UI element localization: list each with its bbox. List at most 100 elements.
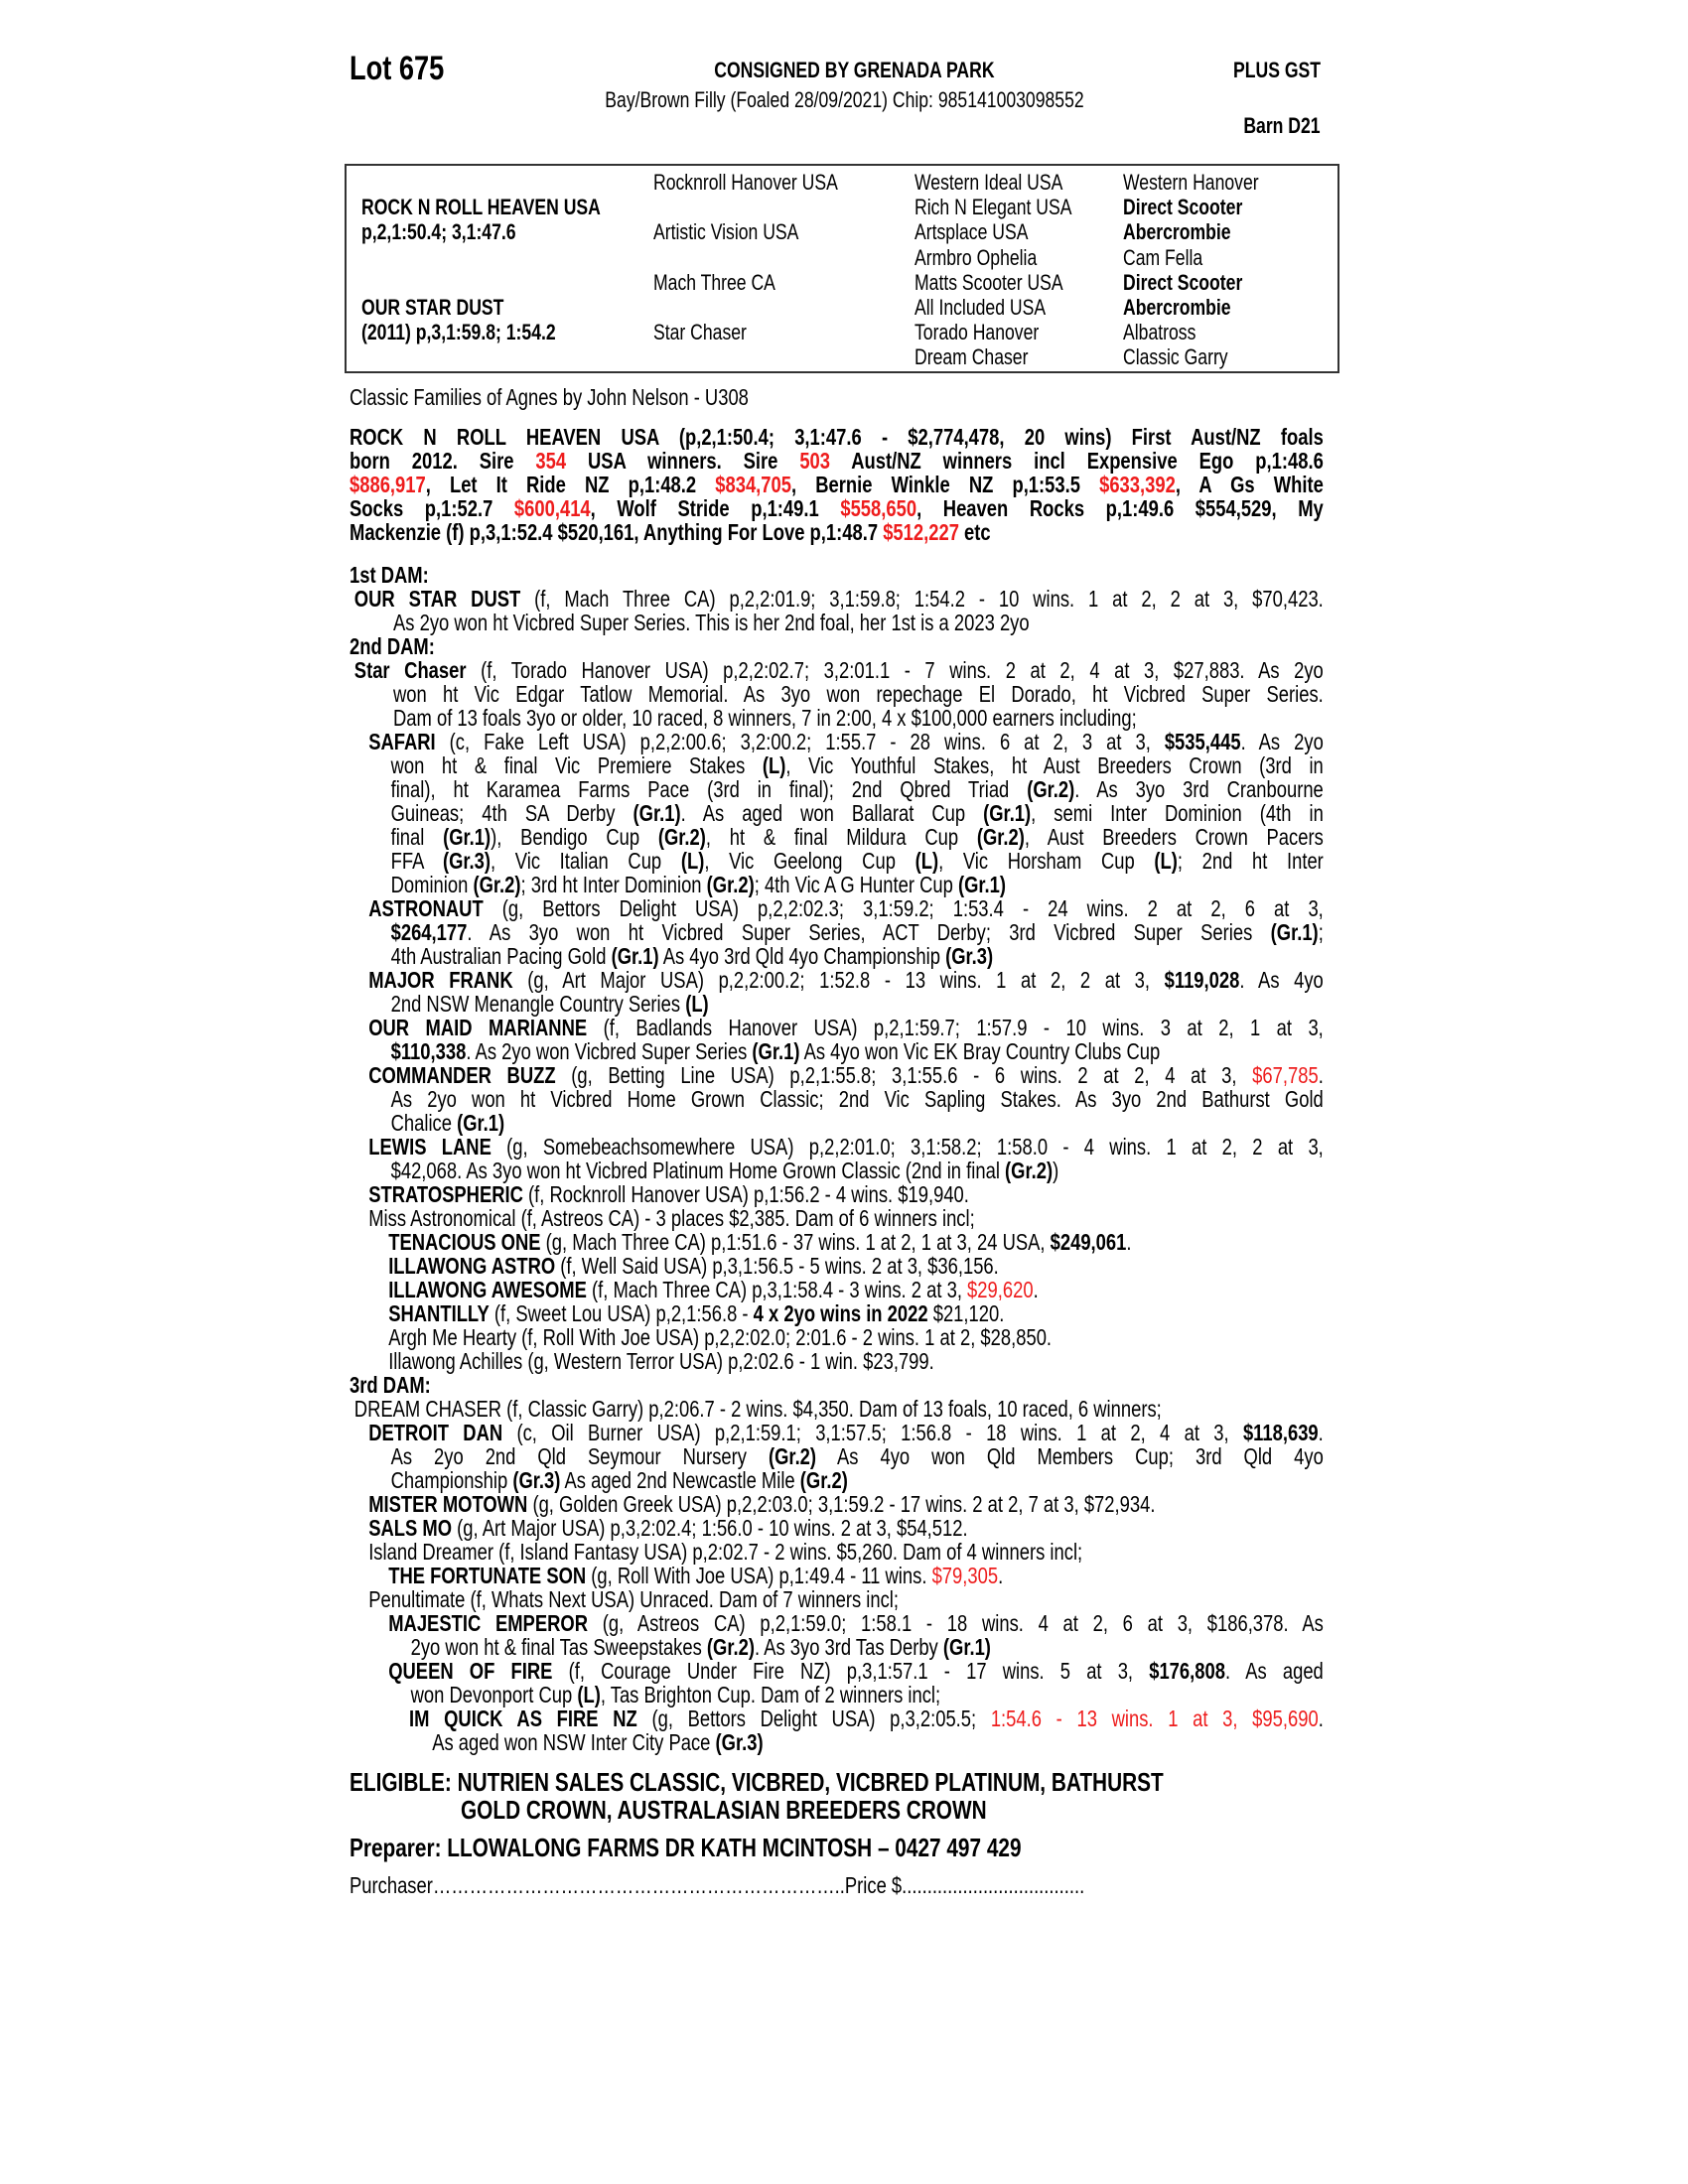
bold-segment: $264,177	[390, 919, 468, 945]
bold-segment: LEWIS LANE	[368, 1134, 492, 1160]
pedigree-col2-cell: Rocknroll Hanover USA	[653, 170, 884, 195]
text-line: OUR MAID MARIANNE (f, Badlands Hanover U…	[350, 1016, 1324, 1039]
red-highlight-segment: $67,785	[1252, 1062, 1319, 1088]
bold-segment: (Gr.2)	[976, 824, 1025, 850]
bold-segment: (Gr.3)	[715, 1729, 764, 1755]
text-segment: USA winners. Sire	[566, 448, 800, 474]
bold-segment: Star Chaser	[353, 657, 467, 683]
pedigree-entry: THE FORTUNATE SON (g, Roll With Joe USA)…	[350, 1564, 1324, 1587]
text-segment: As aged 2nd Newcastle Mile	[560, 1467, 800, 1493]
text-segment: As 2yo 2nd Qld Seymour Nursery	[390, 1443, 769, 1469]
text-segment: . As aged	[1224, 1658, 1324, 1684]
purchaser-price-line[interactable]: Purchaser…………………………………………………………..Price $…	[350, 1872, 1085, 1898]
bold-segment: (Gr.1)	[633, 800, 681, 826]
text-line: $110,338. As 2yo won Vicbred Super Serie…	[350, 1039, 1324, 1063]
text-line: final), ht Karamea Farms Pace (3rd in fi…	[350, 777, 1324, 801]
pedigree-name: Dream Chaser	[914, 344, 1029, 370]
pedigree-entry: SHANTILLY (f, Sweet Lou USA) p,2,1:56.8 …	[350, 1301, 1324, 1325]
pedigree-col4-cell: Cam Fella	[1123, 245, 1222, 270]
text-segment: (f, Mach Three CA) p,2,2:01.9; 3,1:59.8;…	[520, 586, 1324, 612]
text-segment: (c, Oil Burner USA) p,2,1:59.1; 3,1:57.5…	[502, 1420, 1243, 1445]
bold-segment: (L)	[1154, 848, 1178, 874]
text-segment: , ht & final Mildura Cup	[705, 824, 977, 850]
bold-segment: DETROIT DAN	[368, 1420, 503, 1445]
bold-segment: COMMANDER BUZZ	[368, 1062, 556, 1088]
bold-segment: (L)	[685, 991, 709, 1017]
pedigree-col1-cell: p,2,1:50.4; 3,1:47.6	[361, 219, 554, 244]
text-segment: , Vic Youthful Stakes, ht Aust Breeders …	[785, 752, 1324, 778]
bold-segment: ILLAWONG ASTRO	[388, 1253, 556, 1279]
bold-segment: OUR STAR DUST	[353, 586, 521, 612]
text-line: born 2012. Sire 354 USA winners. Sire 50…	[350, 449, 1324, 473]
pedigree-name: Star Chaser	[653, 320, 747, 345]
text-segment: (g, Mach Three CA) p,1:51.6 - 37 wins. 1…	[540, 1229, 1051, 1255]
text-line: As 2yo 2nd Qld Seymour Nursery (Gr.2) As…	[350, 1444, 1324, 1468]
bold-segment: ASTRONAUT	[368, 895, 484, 921]
text-segment: 2nd NSW Menangle Country Series	[390, 991, 686, 1017]
text-segment: , Aust Breeders Crown Pacers	[1024, 824, 1324, 850]
pedigree-name: Direct Scooter	[1123, 269, 1243, 295]
text-line: ASTRONAUT (g, Bettors Delight USA) p,2,2…	[350, 896, 1324, 920]
text-line: Championship (Gr.3) As aged 2nd Newcastl…	[350, 1468, 1324, 1492]
text-line: FFA (Gr.3), Vic Italian Cup (L), Vic Gee…	[350, 849, 1324, 873]
pedigree-name: p,2,1:50.4; 3,1:47.6	[361, 219, 516, 245]
pedigree-col4-cell: Western Hanover	[1123, 170, 1293, 195]
pedigree-col1-cell: (2011) p,3,1:59.8; 1:54.2	[361, 320, 605, 344]
pedigree-entry: DREAM CHASER (f, Classic Garry) p,2:06.7…	[350, 1397, 1324, 1421]
text-segment: . As 2yo	[1240, 729, 1324, 754]
text-segment: ), Bendigo Cup	[491, 824, 658, 850]
pedigree-col2-cell: Mach Three CA	[653, 270, 806, 295]
text-line: DETROIT DAN (c, Oil Burner USA) p,2,1:59…	[350, 1421, 1324, 1444]
pedigree-entry: Illawong Achilles (g, Western Terror USA…	[350, 1349, 1324, 1373]
horse-description-text: Bay/Brown Filly (Foaled 28/09/2021) Chip…	[604, 87, 1084, 112]
pedigree-entry: QUEEN OF FIRE (f, Courage Under Fire NZ)…	[350, 1659, 1324, 1706]
preparer-line: Preparer: LLOWALONG FARMS DR KATH MCINTO…	[350, 1833, 1022, 1862]
text-segment: 4th Australian Pacing Gold	[390, 943, 612, 969]
pedigree-col4-cell: Abercrombie	[1123, 295, 1258, 320]
pedigree-name: Rocknroll Hanover USA	[653, 170, 838, 195]
text-line: TENACIOUS ONE (g, Mach Three CA) p,1:51.…	[350, 1230, 1324, 1254]
pedigree-name: Direct Scooter	[1123, 195, 1243, 220]
text-segment: (g, Astreos CA) p,2,1:59.0; 1:58.1 - 18 …	[587, 1610, 1324, 1636]
pedigree-name: Torado Hanover	[914, 320, 1040, 345]
text-line: won Devonport Cup (L), Tas Brighton Cup.…	[350, 1683, 1324, 1706]
text-segment: , A Gs White	[1175, 472, 1324, 497]
pedigree-col4-cell: Direct Scooter	[1123, 195, 1272, 219]
dam-heading: 3rd DAM:	[350, 1372, 431, 1398]
bold-segment: (Gr.2)	[473, 872, 521, 897]
text-segment: (f, Courage Under Fire NZ) p,3,1:57.1 - …	[552, 1658, 1150, 1684]
text-segment: , Let It Ride NZ p,1:48.2	[425, 472, 716, 497]
text-segment: (f, Well Said USA) p,3,1:56.5 - 5 wins. …	[555, 1253, 999, 1279]
bold-segment: IM QUICK AS FIRE NZ	[409, 1706, 637, 1731]
pedigree-name: (2011) p,3,1:59.8; 1:54.2	[361, 320, 556, 345]
pedigree-entry: Argh Me Hearty (f, Roll With Joe USA) p,…	[350, 1325, 1324, 1349]
pedigree-entry: Miss Astronomical (f, Astreos CA) - 3 pl…	[350, 1206, 1324, 1230]
bold-segment: (Gr.2)	[1005, 1158, 1054, 1183]
red-highlight-segment: 1:54.6 - 13 wins. 1 at 3, $95,690	[990, 1706, 1319, 1731]
pedigree-name: Armbro Ophelia	[914, 244, 1038, 270]
text-segment: (g, Bettors Delight USA) p,3,2:05.5;	[636, 1706, 991, 1731]
text-line: Island Dreamer (f, Island Fantasy USA) p…	[350, 1540, 1324, 1564]
text-line: Penultimate (f, Whats Next USA) Unraced.…	[350, 1587, 1324, 1611]
pedigree-name: Artistic Vision USA	[653, 219, 799, 245]
text-segment: final	[390, 824, 444, 850]
lot-number-text: Lot 675	[350, 50, 445, 87]
bold-segment: $249,061	[1050, 1229, 1127, 1255]
pedigree-entry: ASTRONAUT (g, Bettors Delight USA) p,2,2…	[350, 896, 1324, 968]
text-line: Guineas; 4th SA Derby (Gr.1). As aged wo…	[350, 801, 1324, 825]
text-segment: , Bernie Winkle NZ p,1:53.5	[791, 472, 1100, 497]
text-line: As 2yo won ht Vicbred Super Series. This…	[350, 611, 1324, 634]
bold-segment: (Gr.1)	[443, 824, 492, 850]
pedigree-name: Western Ideal USA	[914, 170, 1063, 195]
text-segment: .	[1318, 1706, 1324, 1731]
bold-segment: (L)	[680, 848, 705, 874]
bold-segment: (Gr.1)	[752, 1038, 800, 1064]
plus-gst-text: PLUS GST	[1232, 58, 1321, 82]
text-segment: .	[1318, 1420, 1324, 1445]
pedigree-col1-cell: OUR STAR DUST	[361, 295, 539, 320]
bold-segment: (Gr.2)	[657, 824, 706, 850]
bold-segment: (Gr.2)	[1027, 776, 1075, 802]
text-segment: Chalice	[390, 1110, 458, 1136]
text-segment: As aged won NSW Inter City Pace	[432, 1729, 716, 1755]
text-segment: Penultimate (f, Whats Next USA) Unraced.…	[368, 1586, 899, 1612]
